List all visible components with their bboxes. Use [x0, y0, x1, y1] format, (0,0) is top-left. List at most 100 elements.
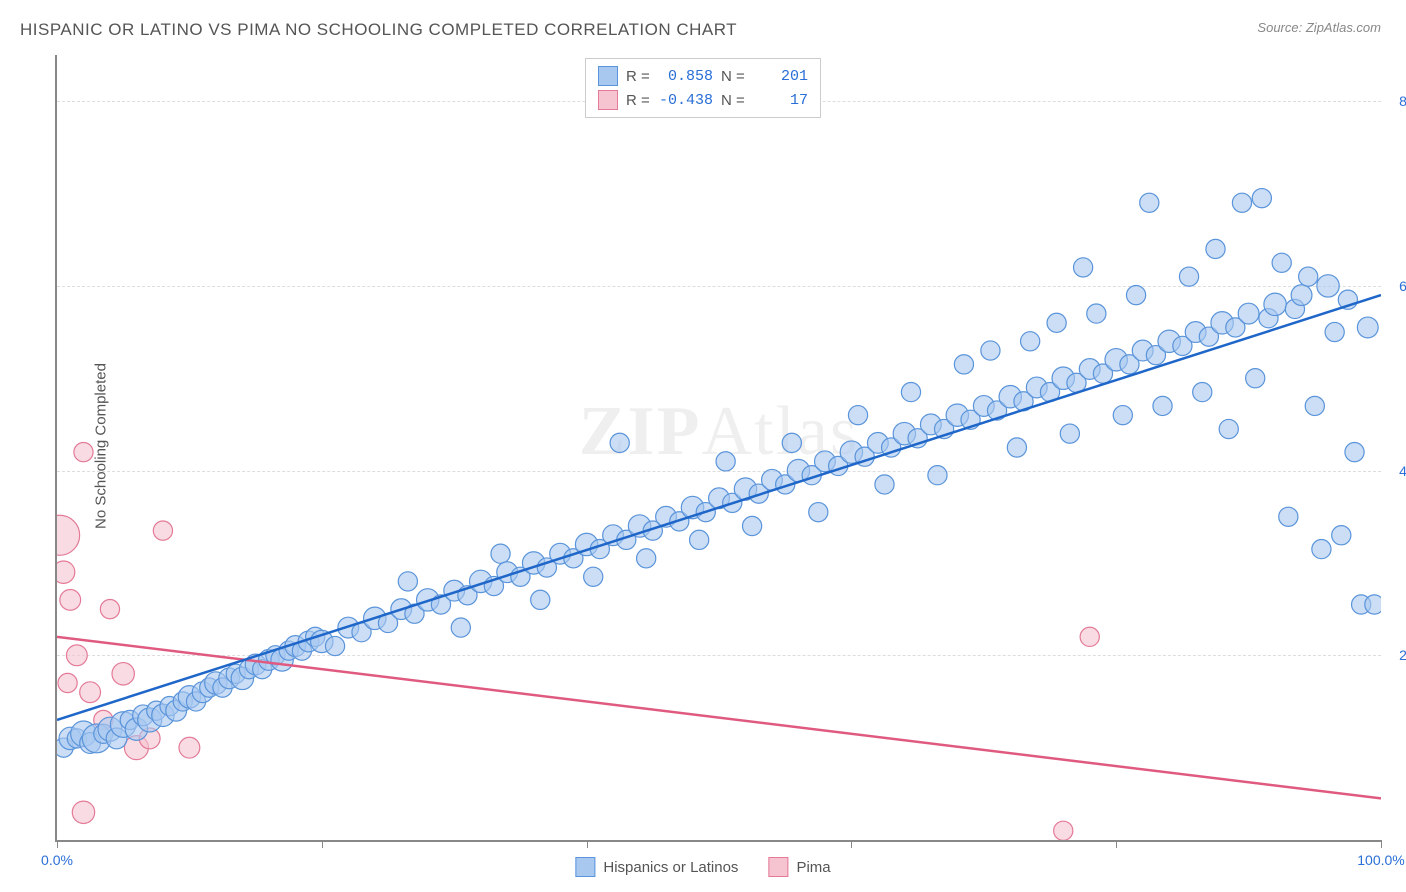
- scatter-point-pima: [80, 682, 101, 703]
- regression-line-pima: [57, 637, 1381, 799]
- scatter-point-pima: [179, 737, 200, 758]
- scatter-point-hispanic: [1325, 322, 1344, 341]
- scatter-point-pima: [153, 521, 172, 540]
- scatter-point-hispanic: [1232, 193, 1251, 212]
- scatter-point-hispanic: [451, 618, 470, 637]
- scatter-point-hispanic: [954, 355, 973, 374]
- source-name: ZipAtlas.com: [1306, 20, 1381, 35]
- scatter-point-hispanic: [1060, 424, 1079, 443]
- scatter-point-hispanic: [901, 382, 920, 401]
- scatter-point-hispanic: [875, 475, 894, 494]
- scatter-point-hispanic: [1246, 369, 1265, 388]
- legend-swatch-hispanic: [575, 857, 595, 877]
- scatter-point-hispanic: [690, 530, 709, 549]
- regression-line-hispanic: [57, 295, 1381, 720]
- scatter-point-hispanic: [743, 516, 762, 535]
- scatter-point-hispanic: [1305, 396, 1324, 415]
- scatter-point-hispanic: [1087, 304, 1106, 323]
- legend-label-pima: Pima: [796, 859, 830, 876]
- scatter-point-pima: [57, 515, 80, 555]
- n-label: N =: [721, 68, 745, 85]
- y-tick-label: 4.0%: [1399, 463, 1406, 479]
- scatter-point-hispanic: [610, 433, 629, 452]
- scatter-point-hispanic: [1264, 293, 1286, 315]
- legend-item-pima: Pima: [768, 857, 830, 877]
- r-value-hispanic: 0.858: [658, 68, 713, 85]
- scatter-point-hispanic: [1252, 189, 1271, 208]
- scatter-point-hispanic: [531, 590, 550, 609]
- scatter-point-hispanic: [1179, 267, 1198, 286]
- y-tick-label: 8.0%: [1399, 93, 1406, 109]
- scatter-point-hispanic: [325, 636, 344, 655]
- scatter-point-hispanic: [782, 433, 801, 452]
- scatter-point-pima: [1080, 627, 1099, 646]
- scatter-point-hispanic: [1219, 419, 1238, 438]
- scatter-point-hispanic: [1126, 286, 1145, 305]
- scatter-point-hispanic: [1357, 317, 1378, 338]
- scatter-point-hispanic: [848, 406, 867, 425]
- scatter-point-hispanic: [1312, 539, 1331, 558]
- scatter-point-hispanic: [398, 572, 417, 591]
- scatter-point-pima: [74, 443, 93, 462]
- scatter-point-hispanic: [1317, 275, 1339, 297]
- x-tick-label: 100.0%: [1357, 852, 1404, 868]
- scatter-point-hispanic: [1193, 382, 1212, 401]
- scatter-point-hispanic: [1238, 303, 1259, 324]
- legend-label-hispanic: Hispanics or Latinos: [603, 859, 738, 876]
- scatter-point-hispanic: [1021, 332, 1040, 351]
- legend-swatch-pima: [768, 857, 788, 877]
- scatter-point-pima: [100, 600, 119, 619]
- r-value-pima: -0.438: [658, 92, 713, 109]
- scatter-point-hispanic: [928, 466, 947, 485]
- plot-svg: [57, 55, 1381, 840]
- scatter-point-hispanic: [1047, 313, 1066, 332]
- scatter-point-hispanic: [1272, 253, 1291, 272]
- scatter-point-hispanic: [637, 549, 656, 568]
- scatter-point-pima: [60, 589, 81, 610]
- scatter-point-hispanic: [809, 503, 828, 522]
- scatter-point-hispanic: [1291, 285, 1312, 306]
- source-label: Source:: [1257, 20, 1302, 35]
- scatter-point-hispanic: [1153, 396, 1172, 415]
- source-attribution: Source: ZipAtlas.com: [1257, 20, 1381, 35]
- n-value-hispanic: 201: [753, 68, 808, 85]
- r-label: R =: [626, 92, 650, 109]
- correlation-row-hispanic: R = 0.858 N = 201: [598, 64, 808, 88]
- scatter-point-hispanic: [1279, 507, 1298, 526]
- x-tick: [1116, 840, 1117, 848]
- y-tick-label: 2.0%: [1399, 647, 1406, 663]
- x-tick: [1381, 840, 1382, 848]
- correlation-legend: R = 0.858 N = 201 R = -0.438 N = 17: [585, 58, 821, 118]
- scatter-point-hispanic: [1074, 258, 1093, 277]
- scatter-point-pima: [57, 561, 75, 583]
- n-value-pima: 17: [753, 92, 808, 109]
- scatter-point-hispanic: [1007, 438, 1026, 457]
- x-tick: [322, 840, 323, 848]
- x-tick: [57, 840, 58, 848]
- scatter-point-hispanic: [1332, 526, 1351, 545]
- chart-title: HISPANIC OR LATINO VS PIMA NO SCHOOLING …: [20, 20, 737, 40]
- scatter-point-pima: [112, 663, 134, 685]
- chart-container: HISPANIC OR LATINO VS PIMA NO SCHOOLING …: [0, 0, 1406, 892]
- scatter-point-hispanic: [1365, 595, 1381, 614]
- scatter-point-hispanic: [1206, 239, 1225, 258]
- correlation-row-pima: R = -0.438 N = 17: [598, 88, 808, 112]
- n-label: N =: [721, 92, 745, 109]
- swatch-pima: [598, 90, 618, 110]
- scatter-point-hispanic: [1140, 193, 1159, 212]
- scatter-point-pima: [1054, 821, 1073, 840]
- scatter-point-hispanic: [584, 567, 603, 586]
- scatter-point-hispanic: [1299, 267, 1318, 286]
- scatter-point-pima: [72, 801, 94, 823]
- plot-area: ZIPAtlas 2.0%4.0%6.0%8.0%0.0%100.0%: [55, 55, 1381, 842]
- scatter-point-hispanic: [981, 341, 1000, 360]
- swatch-hispanic: [598, 66, 618, 86]
- legend-item-hispanic: Hispanics or Latinos: [575, 857, 738, 877]
- r-label: R =: [626, 68, 650, 85]
- scatter-point-hispanic: [1345, 443, 1364, 462]
- scatter-point-hispanic: [491, 544, 510, 563]
- scatter-point-pima: [66, 645, 87, 666]
- scatter-point-hispanic: [716, 452, 735, 471]
- x-tick-label: 0.0%: [41, 852, 73, 868]
- scatter-point-hispanic: [1113, 406, 1132, 425]
